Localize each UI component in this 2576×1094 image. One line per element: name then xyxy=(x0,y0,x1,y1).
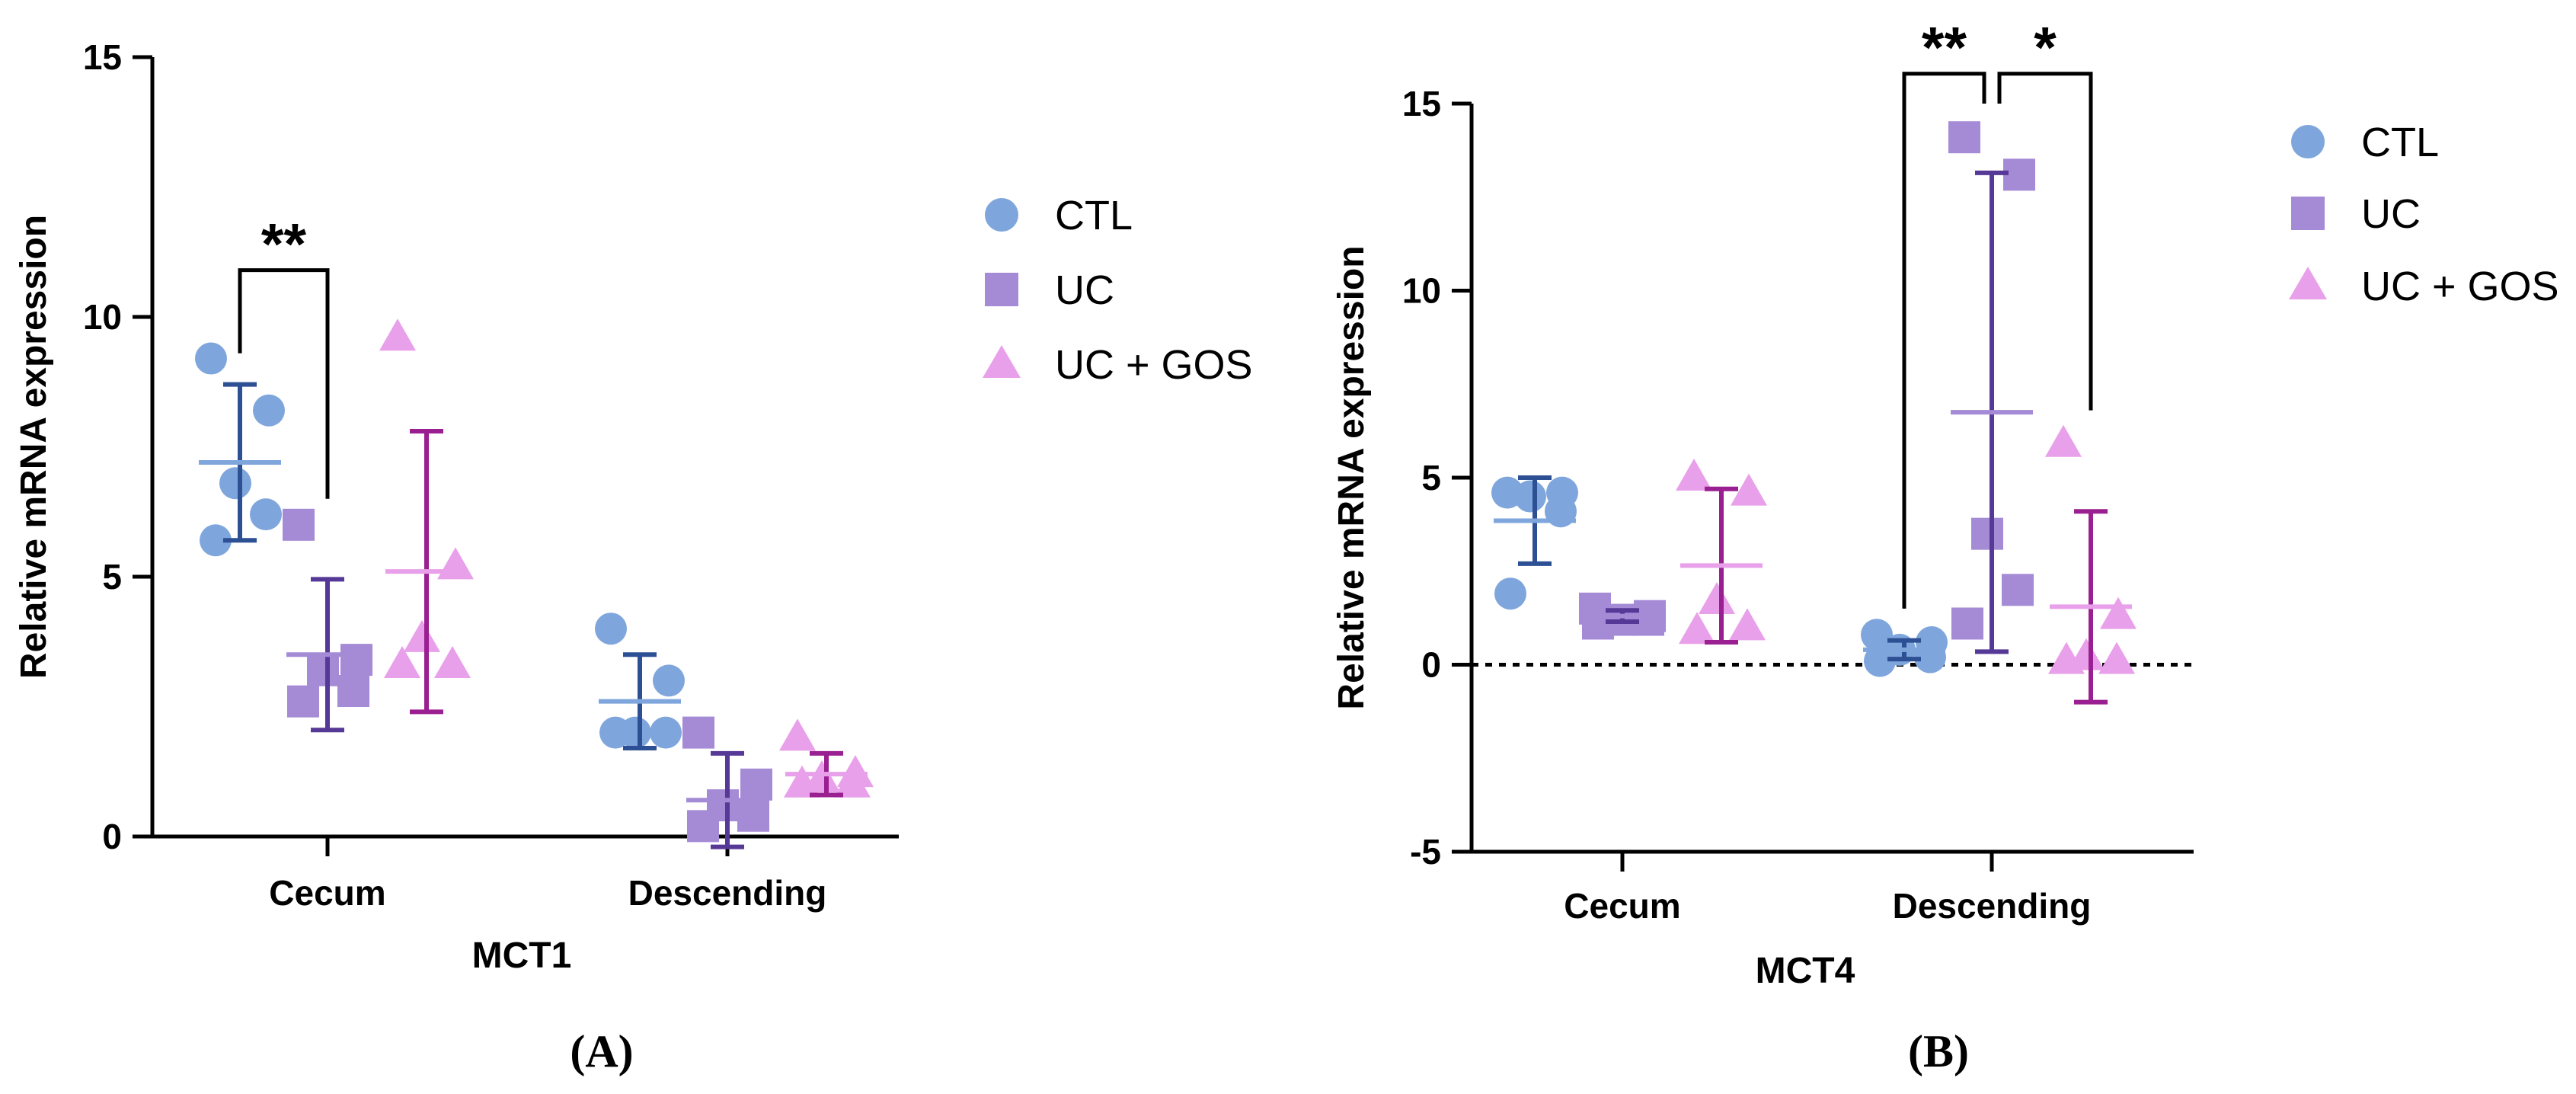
y-tick-label: 0 xyxy=(1421,645,1441,685)
data-point-uc-gos xyxy=(437,547,474,580)
y-tick-label: 15 xyxy=(1402,84,1441,123)
legend-marker-uc-gos xyxy=(2289,267,2327,299)
data-point-ctl xyxy=(195,342,227,375)
legend-label: UC xyxy=(2361,191,2421,237)
data-point-uc-gos xyxy=(379,318,416,351)
data-point-uc xyxy=(682,716,714,749)
data-point-uc-gos xyxy=(779,718,816,751)
data-point-uc-gos xyxy=(1731,473,1767,506)
data-point-ctl xyxy=(219,467,251,500)
legend-label: UC xyxy=(1055,267,1114,313)
legend-label: UC + GOS xyxy=(1055,342,1253,388)
x-tick-label: Descending xyxy=(628,873,827,913)
data-point-uc xyxy=(1948,121,1980,154)
significance-label: * xyxy=(2034,16,2057,81)
data-point-uc-gos xyxy=(1679,612,1715,645)
significance-bracket xyxy=(238,268,330,499)
data-point-ctl xyxy=(253,394,285,427)
data-point-uc xyxy=(737,799,769,832)
panel-b: -5 0 5 10 15 Cecum Descending MCT4 Relative mRNA… xyxy=(1331,16,2559,1076)
data-point-uc xyxy=(283,508,315,541)
data-point-uc-gos xyxy=(434,645,471,678)
y-tick-label: 5 xyxy=(1421,458,1441,497)
data-point-ctl xyxy=(595,613,627,645)
data-point-ctl xyxy=(1864,645,1896,677)
data-point-uc-gos xyxy=(404,619,440,652)
x-tick-label: Cecum xyxy=(269,873,385,913)
y-tick-label: 10 xyxy=(83,297,122,337)
y-tick-label: 5 xyxy=(102,557,122,597)
data-point-uc xyxy=(307,654,339,686)
x-tick-label: Descending xyxy=(1893,886,2092,926)
x-tick-label: Cecum xyxy=(1564,886,1680,926)
legend-marker-ctl xyxy=(985,198,1018,232)
significance-bracket xyxy=(1997,72,2093,411)
panel-a: 0 5 10 15 Cecum Descending MCT1 Relative mRNA e… xyxy=(14,37,1253,1076)
data-point-ctl xyxy=(1514,480,1546,513)
data-point-uc-gos xyxy=(1729,608,1766,641)
legend-marker-ctl xyxy=(2291,125,2325,158)
legend-label: CTL xyxy=(1055,193,1133,238)
data-point-uc-gos xyxy=(384,645,420,678)
panel-label: (B) xyxy=(1908,1026,1969,1076)
data-point-uc-gos xyxy=(784,765,820,798)
data-point-uc-gos xyxy=(1699,582,1735,615)
y-tick-label: -5 xyxy=(1410,832,1441,872)
legend-label: CTL xyxy=(2361,120,2439,165)
data-point-uc-gos xyxy=(1676,459,1712,491)
panel-label: (A) xyxy=(570,1026,633,1076)
data-point-uc-gos xyxy=(2098,641,2135,674)
data-point-uc xyxy=(1951,607,1983,640)
data-point-ctl xyxy=(250,498,282,531)
data-point-ctl xyxy=(650,716,682,749)
legend-label: UC + GOS xyxy=(2361,264,2559,309)
significance-label: ** xyxy=(261,213,307,277)
data-point-uc xyxy=(2002,574,2034,606)
data-point-uc xyxy=(1971,517,2003,550)
significance-label: ** xyxy=(1922,16,1967,81)
legend-marker-uc-gos xyxy=(983,345,1021,378)
legend-marker-uc xyxy=(2291,197,2325,230)
data-point-uc xyxy=(287,685,319,718)
y-axis-title: Relative mRNA expression xyxy=(1331,245,1372,709)
data-point-uc xyxy=(340,644,372,677)
y-axis-title: Relative mRNA expression xyxy=(14,215,54,679)
y-tick-label: 15 xyxy=(83,37,122,77)
data-point-uc-gos xyxy=(2100,597,2137,629)
data-point-ctl xyxy=(653,664,685,697)
significance-bracket xyxy=(1902,72,1986,609)
data-point-ctl xyxy=(200,524,232,557)
legend-marker-uc xyxy=(985,273,1018,306)
y-tick-label: 0 xyxy=(102,817,122,856)
data-point-uc xyxy=(740,768,772,801)
data-point-ctl xyxy=(1494,577,1526,610)
data-point-uc-gos xyxy=(2045,424,2082,457)
data-point-ctl xyxy=(1861,619,1893,651)
data-point-uc-gos xyxy=(2048,641,2085,674)
y-tick-label: 10 xyxy=(1402,271,1441,311)
data-point-uc-gos xyxy=(834,765,871,798)
data-point-uc xyxy=(337,675,369,708)
x-axis-title: MCT4 xyxy=(1756,951,1855,991)
data-point-uc xyxy=(687,810,719,843)
x-axis-title: MCT1 xyxy=(472,936,572,976)
data-point-ctl xyxy=(599,716,631,749)
